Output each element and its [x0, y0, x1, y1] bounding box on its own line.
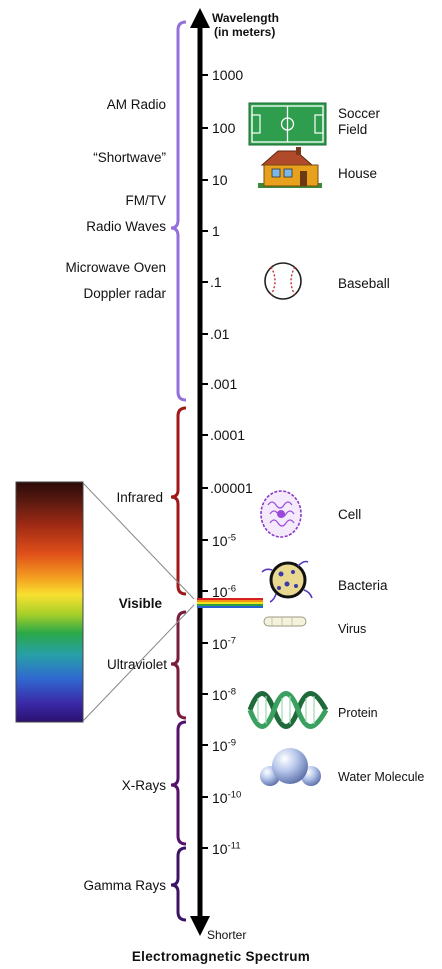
cell-icon	[260, 490, 302, 538]
label-soccer: Soccer	[338, 106, 381, 121]
tick-1: 1	[212, 223, 220, 239]
label-x-rays: X-Rays	[121, 778, 166, 793]
bacteria-icon	[261, 560, 313, 603]
tick-0.001: .001	[210, 376, 238, 392]
tick-1e-7: 10-7	[212, 635, 237, 652]
label-baseball: Baseball	[338, 276, 390, 291]
gamma-bracket	[170, 846, 187, 922]
label-bacteria: Bacteria	[338, 578, 388, 593]
tick-0.01: .01	[210, 326, 230, 342]
label-house: House	[338, 166, 378, 181]
tick-100: 100	[212, 120, 236, 136]
tick-1e-9: 10-9	[212, 737, 237, 754]
tick-1e-10: 10-10	[212, 789, 242, 806]
label-infrared: Infrared	[116, 490, 163, 505]
diagram-title: Electromagnetic Spectrum	[131, 949, 311, 964]
label-am-radio: AM Radio	[106, 97, 166, 112]
visible-band-stripes	[197, 598, 263, 608]
tick-0.00001: .00001	[210, 480, 253, 496]
wavelength-axis	[190, 8, 210, 936]
tick-1e-6: 10-6	[212, 583, 237, 600]
infrared-bracket	[170, 406, 187, 596]
label-radio-waves: Radio Waves	[86, 219, 166, 234]
label-shortwave: “Shortwave”	[93, 150, 166, 165]
label-virus: Virus	[338, 622, 367, 636]
arrow-down-icon	[190, 916, 210, 936]
soccer-field-icon	[248, 102, 327, 146]
label-ultraviolet: Ultraviolet	[106, 657, 167, 672]
label-shorter: Shorter	[207, 928, 247, 942]
xray-bracket	[170, 720, 187, 846]
tick-1e-11: 10-11	[212, 840, 241, 857]
tick-1e-8: 10-8	[212, 686, 237, 703]
visible-spectrum-bar	[15, 481, 84, 723]
tick-1e-5: 10-5	[212, 532, 237, 549]
label-cell: Cell	[338, 507, 362, 522]
baseball-icon	[264, 262, 302, 300]
radio-bracket	[170, 20, 187, 402]
virus-icon	[263, 616, 307, 627]
label-protein: Protein	[338, 706, 378, 720]
label-gamma-rays: Gamma Rays	[83, 878, 166, 893]
tick-10: 10	[212, 172, 228, 188]
arrow-up-icon	[190, 8, 210, 28]
label-visible: Visible	[118, 596, 162, 611]
tick-0.0001: .0001	[210, 427, 246, 443]
label-field: Field	[338, 122, 368, 137]
protein-icon	[247, 691, 329, 729]
tick-0.1: .1	[210, 274, 222, 290]
axis-header-line2: (in meters)	[214, 25, 276, 39]
projection-line-bottom	[82, 604, 195, 722]
projection-line-top	[82, 482, 195, 600]
label-water-molecule: Water Molecule	[338, 770, 425, 784]
water-molecule-icon	[260, 748, 321, 786]
label-doppler-radar: Doppler radar	[83, 286, 166, 301]
ultraviolet-bracket	[170, 610, 187, 720]
label-microwave-oven: Microwave Oven	[65, 260, 166, 275]
house-icon	[258, 147, 322, 188]
tick-1000: 1000	[212, 67, 244, 83]
label-fm-tv: FM/TV	[125, 193, 167, 208]
axis-header-line1: Wavelength	[212, 11, 279, 25]
